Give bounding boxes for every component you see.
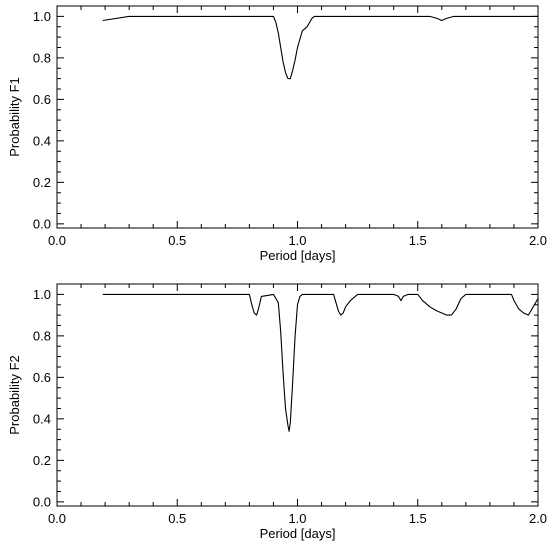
panel2-y-tick-label: 1.0 bbox=[33, 287, 51, 302]
panel1-plot-frame bbox=[56, 5, 539, 229]
panel2-y-tick-label: 0.8 bbox=[33, 328, 51, 343]
panel2-y-tick-label: 0.0 bbox=[33, 494, 51, 509]
panel1-y-tick-label: 0.4 bbox=[33, 133, 51, 148]
panel2-series-1-line bbox=[102, 293, 539, 432]
panel2-x-tick-label: 0.5 bbox=[168, 511, 186, 526]
panel2-x-axis-label: Period [days] bbox=[260, 526, 336, 541]
panel2-y-tick-label: 0.6 bbox=[33, 370, 51, 385]
panel2-chart: 0.0 0.5 1.0 1.5 2.00.00.20.40.60.81.0Period … bbox=[7, 283, 547, 541]
panel2-y-tick-label: 0.4 bbox=[33, 411, 51, 426]
panel1-x-tick-label: 0.5 bbox=[168, 233, 186, 248]
panel2-x-tick-label: 0.0 bbox=[48, 511, 66, 526]
panel2-x-tick-label: 2.0 bbox=[529, 511, 547, 526]
panel1-y-tick-label: 1.0 bbox=[33, 9, 51, 24]
panel1-x-axis-label: Period [days] bbox=[260, 248, 336, 263]
panel1-y-axis-label: Probability F1 bbox=[7, 77, 22, 156]
panel1-x-tick-label: 0.0 bbox=[48, 233, 66, 248]
panel1-chart: 0.0 0.5 1.0 1.5 2.00.00.20.40.60.81.0Period … bbox=[7, 5, 547, 263]
panel1-y-tick-label: 0.0 bbox=[33, 216, 51, 231]
panel2-plot-frame bbox=[56, 283, 539, 507]
panel1-y-tick-label: 0.6 bbox=[33, 92, 51, 107]
panel1-y-tick-label: 0.2 bbox=[33, 175, 51, 190]
panel1-series-1-line bbox=[102, 15, 538, 80]
panel1-x-tick-label: 2.0 bbox=[529, 233, 547, 248]
panel2-y-tick-label: 0.2 bbox=[33, 453, 51, 468]
panel1-x-tick-label: 1.0 bbox=[288, 233, 306, 248]
panel2-x-tick-label: 1.5 bbox=[409, 511, 427, 526]
panel2-x-tick-label: 1.0 bbox=[288, 511, 306, 526]
panel1-x-tick-label: 1.5 bbox=[409, 233, 427, 248]
panel2-y-axis-label: Probability F2 bbox=[7, 355, 22, 434]
panel1-y-tick-label: 0.8 bbox=[33, 50, 51, 65]
